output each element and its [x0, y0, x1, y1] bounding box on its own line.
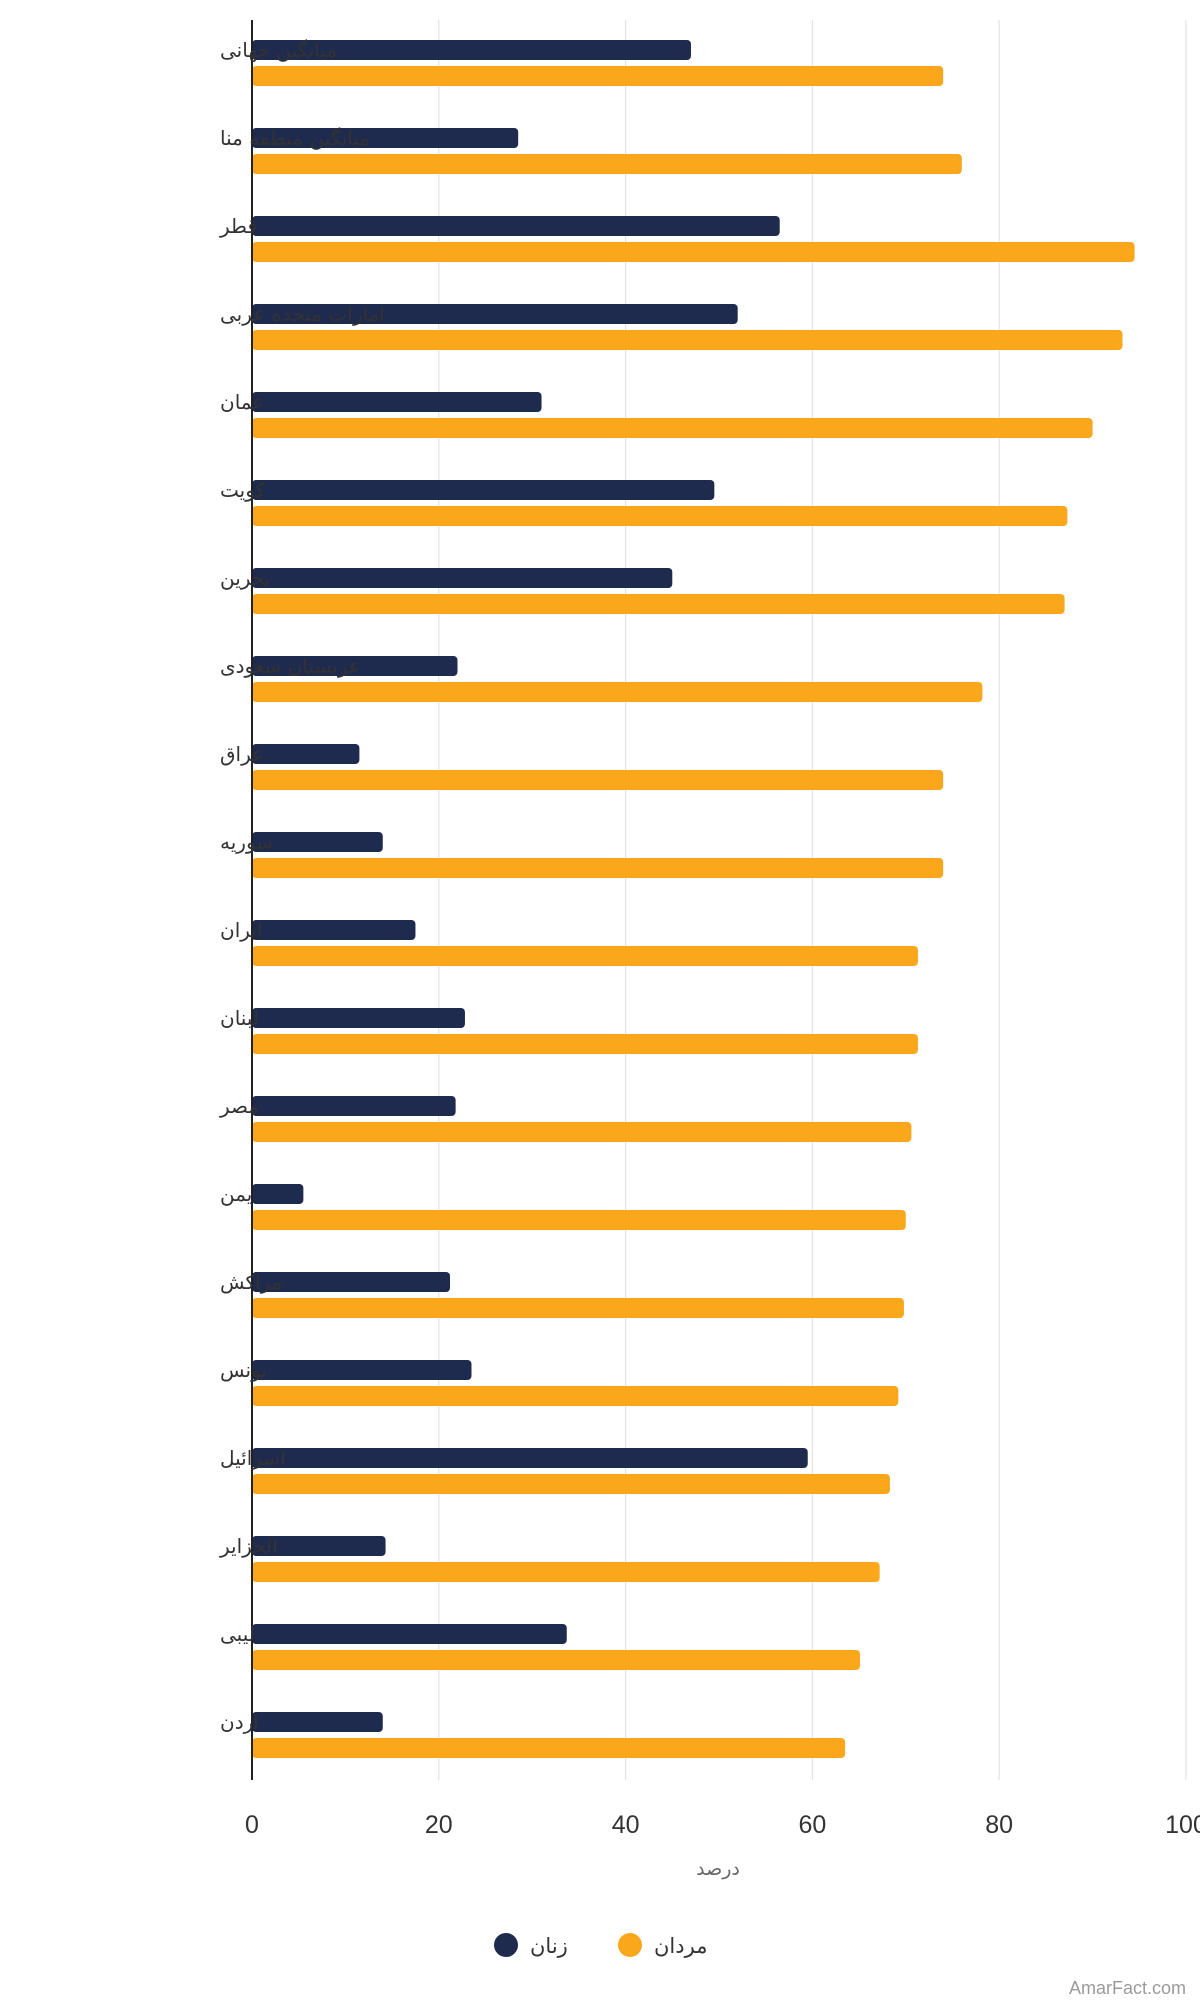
bar-women [252, 1448, 808, 1468]
bar-women [252, 920, 416, 940]
category-label: ایران [220, 918, 262, 942]
x-axis-title: درصد [696, 1858, 740, 1880]
category-label: میانگین جهانی [220, 38, 337, 62]
x-tick-labels: 0 20 40 60 80 100 [245, 1811, 1200, 1839]
bar-men [252, 858, 944, 878]
bar-women [252, 128, 519, 148]
legend-label: زنان [530, 1934, 568, 1958]
bar-men [252, 1034, 918, 1054]
bar-women [252, 40, 691, 60]
category-label: عربستان سعودی [220, 654, 361, 678]
category-label: اسرائیل [220, 1446, 286, 1470]
bar-men [252, 1386, 899, 1406]
bar-women [252, 480, 715, 500]
bar-men [252, 1738, 846, 1758]
category-label: عراق [220, 742, 264, 766]
bar-men [252, 682, 983, 702]
category-label: میانگین منطقه منا [220, 126, 370, 150]
bar-women [252, 1536, 386, 1556]
bar-men [252, 1210, 906, 1230]
bar-women [252, 1184, 304, 1204]
bar-women [252, 1008, 465, 1028]
bar-men [252, 1122, 912, 1142]
bar-men [252, 154, 962, 174]
category-label: امارات متحده عربی [220, 302, 385, 326]
grid-lines [438, 20, 1187, 1780]
bar-men [252, 1474, 890, 1494]
bar-women [252, 656, 458, 676]
legend: زنان مردان [494, 1933, 707, 1958]
category-label: یمن [220, 1182, 252, 1206]
bar-women [252, 392, 542, 412]
bar-men [252, 1562, 880, 1582]
bar-women [252, 1624, 567, 1644]
x-tick-label: 20 [425, 1811, 453, 1839]
legend-label: مردان [654, 1934, 707, 1958]
bar-women [252, 832, 383, 852]
bar-women [252, 744, 360, 764]
bar-men [252, 66, 944, 86]
category-label: مصر [219, 1094, 259, 1118]
category-label: لبنان [220, 1006, 259, 1030]
category-label: سوریه [220, 830, 273, 854]
x-tick-label: 0 [245, 1811, 259, 1839]
category-label: مراکش [220, 1270, 282, 1294]
bar-men [252, 946, 918, 966]
category-label: بحرین [220, 566, 270, 590]
bar-women [252, 304, 738, 324]
bar-men [252, 330, 1123, 350]
bar-men [252, 242, 1135, 262]
category-label: قطر [219, 214, 257, 238]
bar-men [252, 506, 1068, 526]
category-label: الجزایر [219, 1534, 278, 1558]
bar-men [252, 594, 1065, 614]
category-label: لیبی [220, 1622, 255, 1646]
bar-women [252, 1272, 451, 1292]
category-labels: میانگین جهانی میانگین منطقه منا قطر امارات … [219, 38, 385, 1734]
x-tick-label: 80 [985, 1811, 1013, 1839]
legend-marker [494, 1933, 518, 1957]
category-label: کویت [220, 478, 266, 502]
x-tick-label: 40 [612, 1811, 640, 1839]
watermark: AmarFact.com [1069, 1978, 1186, 1998]
bar-men [252, 770, 944, 790]
bar-women [252, 216, 780, 236]
bars [252, 40, 1135, 1758]
bar-women [252, 1712, 383, 1732]
bar-women [252, 1096, 456, 1116]
bar-men [252, 1650, 861, 1670]
bar-men [252, 418, 1093, 438]
x-tick-label: 60 [798, 1811, 826, 1839]
category-label: عمان [220, 390, 264, 414]
category-label: تونس [220, 1358, 267, 1382]
category-label: اردن [220, 1710, 259, 1734]
x-tick-label: 100 [1165, 1811, 1200, 1839]
bar-women [252, 1360, 472, 1380]
bar-men [252, 1298, 904, 1318]
legend-marker [618, 1933, 642, 1957]
bar-women [252, 568, 673, 588]
